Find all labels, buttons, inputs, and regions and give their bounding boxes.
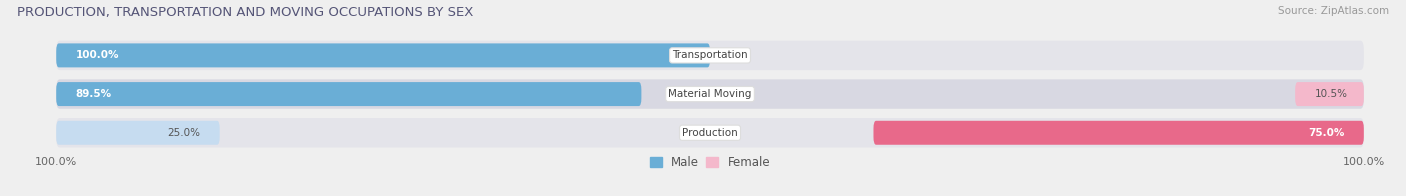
Text: Source: ZipAtlas.com: Source: ZipAtlas.com [1278, 6, 1389, 16]
Text: 25.0%: 25.0% [167, 128, 200, 138]
FancyBboxPatch shape [56, 41, 1364, 70]
Text: 89.5%: 89.5% [76, 89, 112, 99]
Legend: Male, Female: Male, Female [645, 152, 775, 174]
FancyBboxPatch shape [56, 118, 1364, 147]
FancyBboxPatch shape [56, 43, 710, 67]
Text: 10.5%: 10.5% [1315, 89, 1348, 99]
Text: 75.0%: 75.0% [1308, 128, 1344, 138]
Text: Material Moving: Material Moving [668, 89, 752, 99]
Text: PRODUCTION, TRANSPORTATION AND MOVING OCCUPATIONS BY SEX: PRODUCTION, TRANSPORTATION AND MOVING OC… [17, 6, 474, 19]
FancyBboxPatch shape [1295, 82, 1364, 106]
Text: Transportation: Transportation [672, 50, 748, 60]
Text: 100.0%: 100.0% [76, 50, 120, 60]
Text: Production: Production [682, 128, 738, 138]
FancyBboxPatch shape [873, 121, 1364, 145]
FancyBboxPatch shape [56, 79, 1364, 109]
FancyBboxPatch shape [56, 82, 641, 106]
FancyBboxPatch shape [56, 121, 219, 145]
